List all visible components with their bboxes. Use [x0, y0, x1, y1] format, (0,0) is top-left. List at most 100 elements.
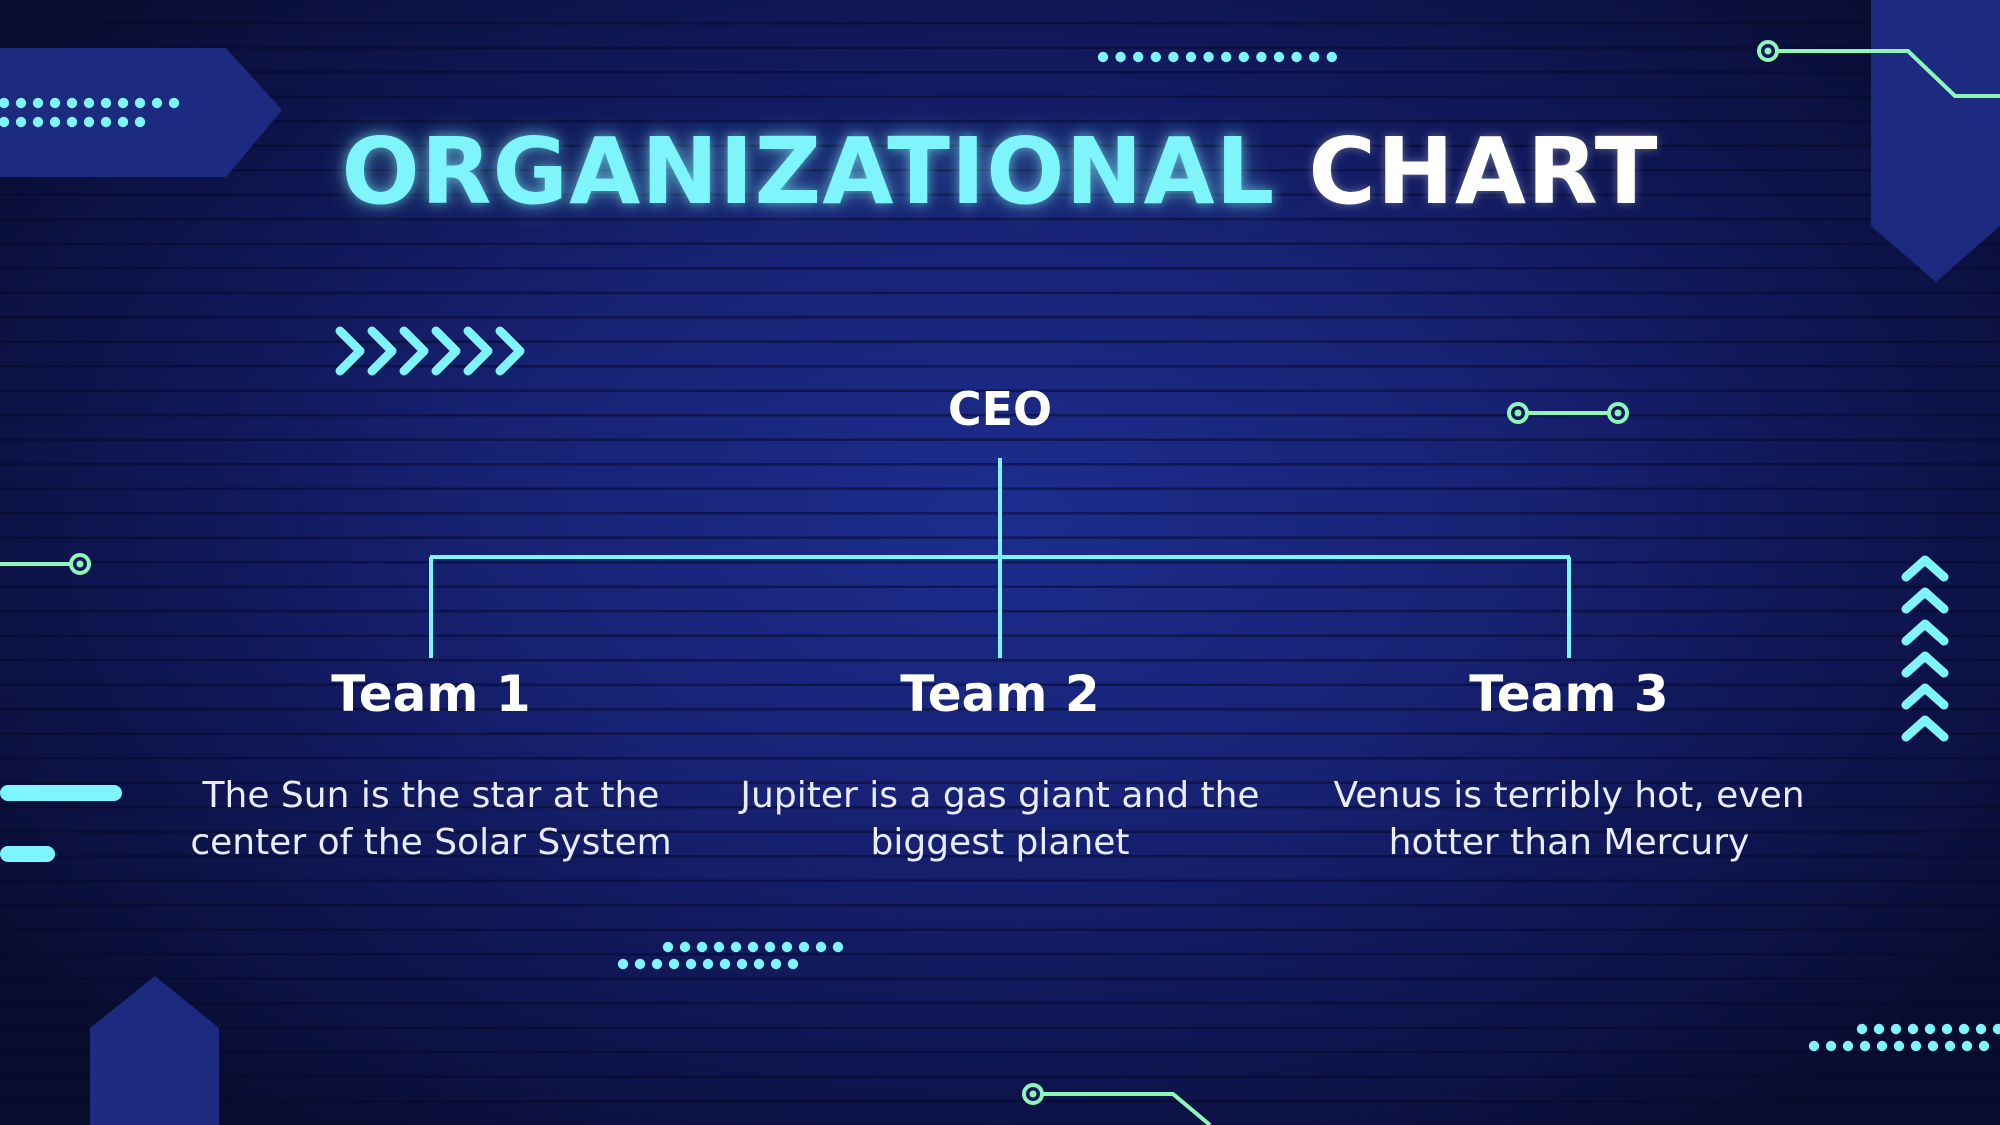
decor-dot	[1825, 1040, 1837, 1052]
dots-mid-bottom	[617, 941, 844, 970]
decor-dot	[1910, 1040, 1922, 1052]
decor-dot	[32, 116, 44, 128]
decor-dot	[66, 116, 78, 128]
decor-dot	[1185, 51, 1197, 63]
decor-dot	[747, 941, 759, 953]
decor-dot	[1944, 1040, 1956, 1052]
decor-dot	[117, 97, 129, 109]
team-1-description: The Sun is the star at the center of the…	[190, 775, 672, 863]
decor-dot	[1958, 1023, 1970, 1035]
dots-bottom-right	[1808, 1023, 2000, 1052]
title-main: CHART	[1308, 118, 1659, 225]
decor-dot	[1873, 1023, 1885, 1035]
decor-dot	[1150, 51, 1162, 63]
decor-dot	[832, 941, 844, 953]
decor-dot	[83, 97, 95, 109]
decor-dot	[1961, 1040, 1973, 1052]
team-1-node: Team 1	[331, 665, 531, 723]
decor-dot	[685, 958, 697, 970]
decor-dot	[787, 958, 799, 970]
decor-dot	[1168, 51, 1179, 63]
decor-dot	[770, 958, 782, 970]
decor-dot	[1238, 51, 1250, 63]
decor-dot	[764, 941, 776, 953]
decor-dot	[736, 958, 748, 970]
decor-dot	[49, 116, 61, 128]
decor-dot	[617, 958, 629, 970]
dots-top-center	[1097, 51, 1338, 63]
decor-dot	[1893, 1040, 1905, 1052]
decor-dot	[702, 958, 714, 970]
decor-dot	[1842, 1040, 1854, 1052]
decor-dot	[1890, 1023, 1902, 1035]
decor-dot	[753, 958, 765, 970]
chevron-arrows-up-icon	[1901, 555, 1949, 742]
decor-dot	[1859, 1040, 1871, 1052]
ceo-node: CEO	[947, 382, 1053, 436]
circuit-connector-right	[1507, 402, 1629, 424]
circuit-left	[0, 553, 91, 575]
team-3-description: Venus is terribly hot, even hotter than …	[1333, 775, 1805, 863]
decor-dot	[1975, 1023, 1987, 1035]
decor-dot	[668, 958, 680, 970]
decor-dot	[815, 941, 827, 953]
left-bar-long	[0, 785, 122, 801]
decor-dot	[696, 941, 708, 953]
decor-dot	[781, 941, 793, 953]
top-left-banner-shape	[0, 48, 282, 177]
decor-dot	[1978, 1040, 1990, 1052]
decor-dot	[134, 97, 146, 109]
decor-dot	[1203, 51, 1214, 63]
decor-dot	[1992, 1023, 2000, 1035]
decor-dot	[1927, 1040, 1939, 1052]
decor-dot	[100, 116, 112, 128]
left-bar-short	[0, 846, 55, 862]
decor-dot	[15, 116, 27, 128]
bottom-left-pillar-shape	[90, 976, 219, 1125]
team-3-node: Team 3	[1469, 665, 1669, 723]
decor-dot	[1097, 51, 1109, 63]
decor-dot	[1907, 1023, 1919, 1035]
decor-dot	[32, 97, 44, 109]
decor-dot	[1808, 1040, 1820, 1052]
decor-dot	[1291, 51, 1302, 63]
decor-dot	[798, 941, 810, 953]
decor-dot	[1326, 51, 1338, 63]
decor-dot	[117, 116, 129, 128]
team-2-description: Jupiter is a gas giant and the biggest p…	[740, 775, 1260, 863]
decor-dot	[651, 958, 663, 970]
dots-top-left	[0, 97, 180, 128]
decor-dot	[1115, 51, 1126, 63]
decor-dot	[83, 116, 95, 128]
decor-dot	[15, 97, 27, 109]
decor-dot	[713, 941, 725, 953]
decor-dot	[168, 97, 180, 109]
title-accent: ORGANIZATIONAL	[341, 118, 1276, 225]
decor-dot	[662, 941, 674, 953]
decor-dot	[1924, 1023, 1936, 1035]
decor-dot	[679, 941, 691, 953]
right-tab-shape	[1871, 0, 2000, 282]
circuit-top-right	[1757, 40, 2000, 98]
decor-dot	[1256, 51, 1267, 63]
decor-dot	[0, 116, 10, 128]
decor-dot	[100, 97, 112, 109]
decor-dot	[1856, 1023, 1868, 1035]
decor-dot	[0, 97, 10, 109]
decor-dot	[1941, 1023, 1953, 1035]
decor-dot	[134, 116, 146, 128]
decor-dot	[1876, 1040, 1888, 1052]
page-title: ORGANIZATIONAL CHART	[0, 118, 2000, 225]
decor-dot	[1273, 51, 1285, 63]
chevron-arrows-right-icon	[335, 326, 525, 376]
team-2-node: Team 2	[900, 665, 1100, 723]
decor-dot	[730, 941, 742, 953]
decor-dot	[1309, 51, 1320, 63]
circuit-bottom	[1022, 1083, 1212, 1125]
decor-dot	[1133, 51, 1144, 63]
decor-dot	[66, 97, 78, 109]
